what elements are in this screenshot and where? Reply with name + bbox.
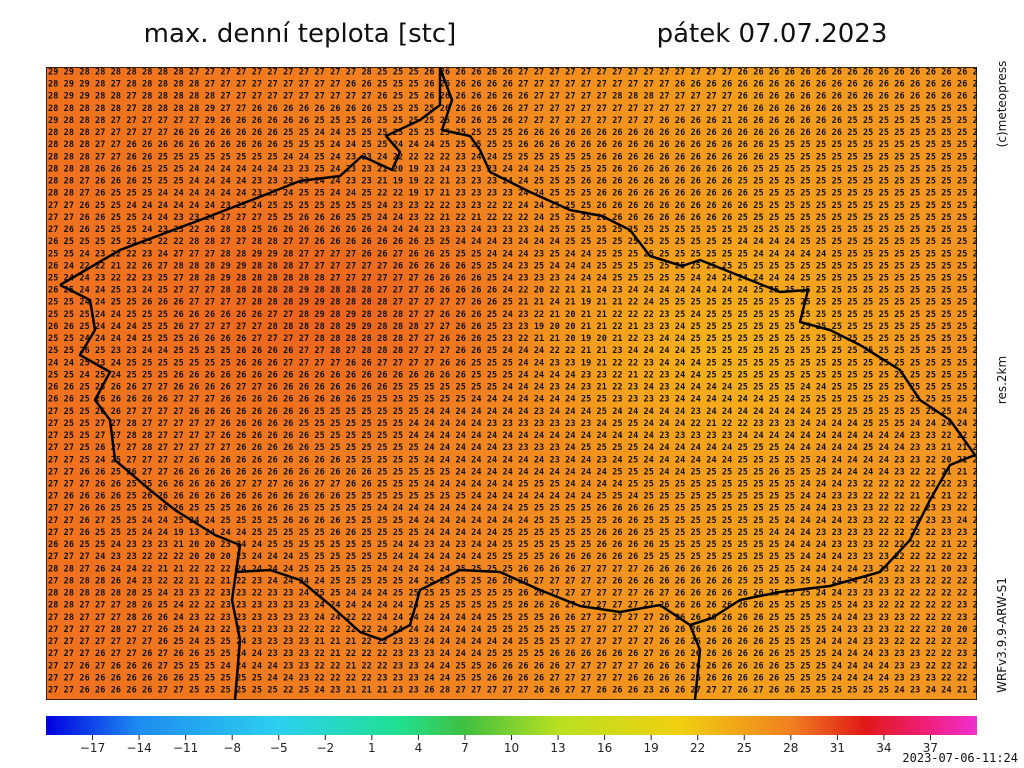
borders <box>59 67 977 700</box>
grid-row: 28 28 27 26 24 24 22 21 21 22 22 22 24 2… <box>48 564 983 574</box>
grid-row: 28 28 27 26 26 26 25 25 25 24 24 24 24 2… <box>48 177 983 187</box>
grid-row: 28 28 28 27 27 27 27 27 26 26 26 26 26 2… <box>48 128 983 138</box>
grid-row: 28 28 28 27 27 26 26 26 26 26 26 26 26 2… <box>48 140 983 150</box>
region-border <box>688 624 702 700</box>
colorbar-tick-label: 1 <box>368 741 376 755</box>
grid-row: 27 27 27 26 26 25 25 26 26 26 26 26 27 2… <box>48 480 983 490</box>
colorbar-tick-label: −14 <box>126 741 151 755</box>
grid-row: 25 25 24 24 24 24 25 25 25 26 26 26 26 2… <box>48 334 983 344</box>
grid-row: 27 27 26 25 25 24 24 24 24 24 24 23 23 2… <box>48 201 983 211</box>
grid-row: 27 27 27 26 27 27 26 27 26 26 25 25 24 2… <box>48 649 983 659</box>
colorbar-tick-label: −17 <box>80 741 105 755</box>
grid-row: 25 25 24 23 22 22 23 24 27 27 27 28 28 2… <box>48 249 983 259</box>
region-border <box>230 544 242 700</box>
grid-row: 25 25 26 25 23 23 24 24 25 25 25 25 26 2… <box>48 346 983 356</box>
grid-row: 26 26 25 26 26 26 26 26 27 27 27 26 26 2… <box>48 395 983 405</box>
grid-row: 29 28 28 28 27 27 27 27 27 27 29 26 26 2… <box>48 116 983 126</box>
grid-row: 29 29 28 28 28 28 28 28 28 27 27 27 27 2… <box>48 68 983 78</box>
grid-row: 28 28 28 27 27 26 26 25 25 25 25 25 25 2… <box>48 152 983 162</box>
grid-row: 27 26 26 25 25 25 24 23 23 22 26 28 28 2… <box>48 225 983 235</box>
grid-row: 28 28 28 26 26 26 25 25 25 24 24 24 24 2… <box>48 164 983 174</box>
colorbar-ticks: −17 −14 −11 −8 −5 −2 1 4 7 10 13 16 19 22 25 28 31 34 37 <box>80 735 938 755</box>
grid-row: 25 25 24 25 24 25 25 25 26 26 26 26 26 2… <box>48 370 983 380</box>
colorbar-tick-label: 28 <box>783 741 798 755</box>
grid-row: 26 24 22 22 21 22 26 27 28 28 28 29 29 2… <box>48 261 983 271</box>
colorbar-tick-label: 19 <box>644 741 659 755</box>
colorbar-tick-label: −5 <box>270 741 288 755</box>
grid: 29 29 28 28 28 28 28 28 28 27 27 27 27 2… <box>48 68 983 696</box>
grid-row: 25 25 24 24 25 25 26 26 26 27 27 27 27 2… <box>48 298 983 308</box>
grid-row: 28 28 27 27 27 28 26 25 24 22 22 23 23 2… <box>48 601 983 611</box>
colorbar-tick-label: 4 <box>415 741 423 755</box>
grid-row: 27 27 25 24 25 27 27 27 27 26 26 26 26 2… <box>48 455 983 465</box>
grid-row: 27 27 26 26 25 26 27 27 26 26 26 26 26 2… <box>48 467 983 477</box>
colorbar-tick-label: 13 <box>550 741 565 755</box>
grid-row: 27 27 26 27 26 26 26 27 25 25 25 24 24 2… <box>48 661 983 671</box>
grid-row: 28 28 28 28 28 27 28 28 28 28 29 27 27 2… <box>48 104 983 114</box>
colorbar-tick-label: 16 <box>597 741 612 755</box>
grid-row: 27 25 25 27 27 28 28 27 27 27 27 26 26 2… <box>48 431 983 441</box>
grid-row: 27 27 25 26 27 27 28 27 27 27 27 27 26 2… <box>48 443 983 453</box>
grid-row: 27 27 26 25 25 25 24 24 19 13 24 24 24 2… <box>48 528 983 538</box>
grid-row: 27 27 26 27 25 25 24 24 25 24 24 25 25 2… <box>48 516 983 526</box>
grid-row: 27 25 25 27 27 28 27 27 27 27 27 26 26 2… <box>48 419 983 429</box>
grid-row: 26 26 25 24 24 24 25 25 26 27 27 27 27 2… <box>48 322 983 332</box>
grid-row: 27 27 26 26 25 25 25 26 26 25 25 25 26 2… <box>48 504 983 514</box>
colorbar-tick-label: 7 <box>461 741 469 755</box>
colorbar-tick-label: 22 <box>690 741 705 755</box>
grid-row: 26 26 25 25 26 26 27 27 26 26 26 26 27 2… <box>48 383 983 393</box>
colorbar-tick-label: 10 <box>504 741 519 755</box>
grid-row: 27 27 27 24 23 23 22 22 22 20 20 20 23 2… <box>48 552 983 562</box>
colorbar-tick-label: 25 <box>737 741 752 755</box>
colorbar-tick-label: 37 <box>923 741 938 755</box>
grid-row: 26 25 25 25 25 23 23 22 22 28 28 27 27 2… <box>48 237 983 247</box>
grid-row: 27 27 26 26 25 25 24 24 23 23 24 27 27 2… <box>48 213 983 223</box>
copyright: (c)meteopress <box>995 61 1009 148</box>
timestamp: 2023-07-06-11:24 <box>902 751 1018 765</box>
grid-row: 25 25 25 24 24 25 25 25 26 26 26 26 26 2… <box>48 310 983 320</box>
colorbar-tick-label: 31 <box>830 741 845 755</box>
grid-row: 26 26 25 25 24 23 23 23 21 20 20 23 24 2… <box>48 540 983 550</box>
map: 29 29 28 28 28 28 28 28 28 27 27 27 27 2… <box>46 67 983 700</box>
grid-row: 28 28 27 26 25 25 25 24 24 24 24 24 24 2… <box>48 189 983 199</box>
grid-row: 28 29 29 28 27 28 28 28 28 28 27 27 27 2… <box>48 80 983 90</box>
resolution: res.2km <box>995 356 1009 404</box>
grid-row: 27 27 27 27 27 27 27 26 25 24 25 25 24 2… <box>48 637 983 647</box>
grid-row: 27 28 27 27 27 28 26 26 24 23 22 23 23 2… <box>48 613 983 623</box>
grid-row: 26 25 24 24 25 23 24 25 27 27 27 28 28 2… <box>48 286 983 296</box>
grid-row: 25 24 24 23 22 22 23 25 27 28 28 29 28 2… <box>48 274 983 284</box>
grid-row: 27 27 26 26 26 26 26 27 27 25 25 25 25 2… <box>48 686 983 696</box>
grid-row: 28 29 29 28 28 27 28 28 28 28 28 27 27 2… <box>48 92 983 102</box>
grid-row: 28 28 28 28 28 28 25 24 23 23 22 23 23 2… <box>48 589 983 599</box>
colorbar-tick-label: 34 <box>876 741 891 755</box>
title: max. denní teplota [stc] <box>144 19 457 49</box>
colorbar <box>46 716 977 735</box>
grid-row: 27 27 26 26 26 26 26 26 26 25 25 25 25 2… <box>48 673 983 683</box>
grid-row: 24 24 25 23 24 25 25 25 25 25 25 25 26 2… <box>48 358 983 368</box>
colorbar-tick-label: −11 <box>173 741 198 755</box>
grid-row: 27 28 28 28 26 24 23 22 22 21 22 21 22 2… <box>48 576 983 586</box>
colorbar-tick-label: −2 <box>316 741 334 755</box>
grid-row: 27 27 27 27 28 27 27 26 25 24 23 22 23 2… <box>48 625 983 635</box>
date: pátek 07.07.2023 <box>657 19 888 49</box>
grid-row: 27 26 26 26 26 25 26 26 26 26 26 26 26 2… <box>48 492 983 502</box>
model: WRFv3.9.9-ARW-S1 <box>995 577 1009 693</box>
colorbar-tick-label: −8 <box>223 741 241 755</box>
map-shade <box>46 67 977 700</box>
grid-row: 27 25 25 26 26 27 27 27 27 26 26 26 26 2… <box>48 407 983 417</box>
